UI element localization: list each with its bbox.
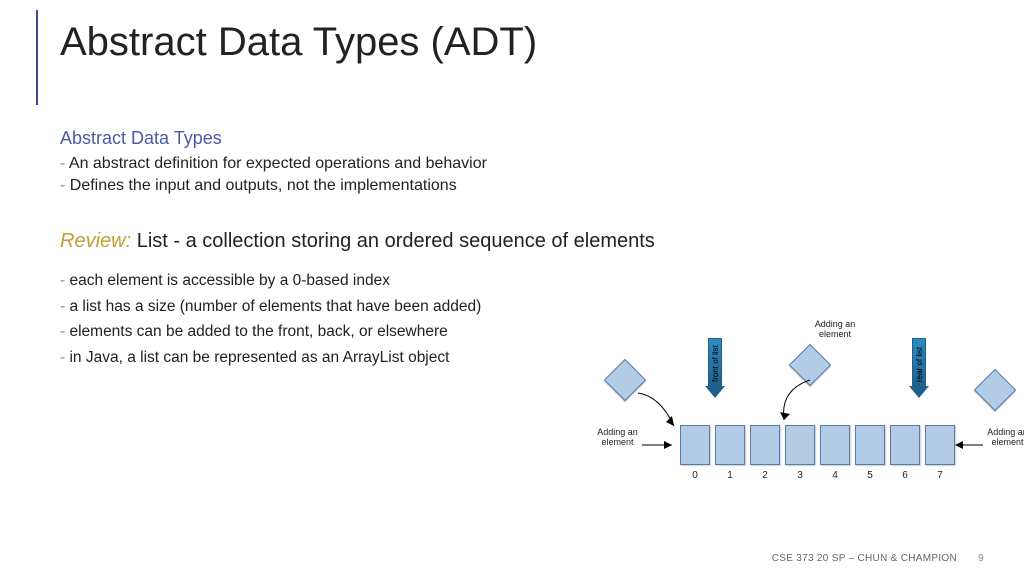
idx-3: 3 xyxy=(785,470,815,481)
bullet-1: - An abstract definition for expected op… xyxy=(60,153,487,175)
lb-1-text: each element is accessible by a 0-based … xyxy=(69,272,390,289)
rear-label: rear of list xyxy=(915,347,924,382)
idx-0: 0 xyxy=(680,470,710,481)
subheading-adt: Abstract Data Types xyxy=(60,128,487,149)
idx-2: 2 xyxy=(750,470,780,481)
cell-2 xyxy=(750,425,780,465)
cell-6 xyxy=(890,425,920,465)
front-label: front of list xyxy=(711,345,720,382)
cell-0 xyxy=(680,425,710,465)
bullet-2: - Defines the input and outputs, not the… xyxy=(60,175,487,197)
footer-text: CSE 373 20 SP – CHUN & CHAMPION xyxy=(772,553,957,564)
front-arrowhead-icon xyxy=(705,386,725,398)
curve-top-icon xyxy=(770,370,830,425)
footer: CSE 373 20 SP – CHUN & CHAMPION 9 xyxy=(772,553,984,564)
diamond-right xyxy=(974,369,1016,411)
lb-1: - each element is accessible by a 0-base… xyxy=(60,270,560,292)
curve-left-icon xyxy=(630,388,680,433)
idx-6: 6 xyxy=(890,470,920,481)
review-text: List - a collection storing an ordered s… xyxy=(137,230,655,252)
lb-4-text: in Java, a list can be represented as an… xyxy=(69,349,449,366)
page-number: 9 xyxy=(978,553,984,564)
lb-2: - a list has a size (number of elements … xyxy=(60,296,560,318)
adding-right-label: Adding anelement xyxy=(980,428,1024,448)
cell-4 xyxy=(820,425,850,465)
bullet-2-text: Defines the input and outputs, not the i… xyxy=(70,177,457,194)
idx-1: 1 xyxy=(715,470,745,481)
rear-arrowhead-icon xyxy=(909,386,929,398)
idx-7: 7 xyxy=(925,470,955,481)
lb-3: - elements can be added to the front, ba… xyxy=(60,321,560,343)
page-title: Abstract Data Types (ADT) xyxy=(60,20,537,65)
lb-3-text: elements can be added to the front, back… xyxy=(69,323,447,340)
cell-1 xyxy=(715,425,745,465)
cell-7 xyxy=(925,425,955,465)
arrow-left-icon xyxy=(642,438,680,452)
lb-2-text: a list has a size (number of elements th… xyxy=(69,298,481,315)
title-accent-line xyxy=(36,10,38,105)
review-line: Review: List - a collection storing an o… xyxy=(60,230,655,253)
idx-5: 5 xyxy=(855,470,885,481)
idx-4: 4 xyxy=(820,470,850,481)
lb-4: - in Java, a list can be represented as … xyxy=(60,347,560,369)
section-adt: Abstract Data Types - An abstract defini… xyxy=(60,128,487,198)
list-diagram: 0 1 2 3 4 5 6 7 front of list rear of li… xyxy=(580,320,1010,520)
adding-top-label: Adding anelement xyxy=(805,320,865,340)
cell-5 xyxy=(855,425,885,465)
arrow-right-icon xyxy=(955,438,985,452)
review-label: Review: xyxy=(60,230,131,252)
list-bullets: - each element is accessible by a 0-base… xyxy=(60,270,560,373)
cell-3 xyxy=(785,425,815,465)
bullet-1-text: An abstract definition for expected oper… xyxy=(69,155,487,172)
